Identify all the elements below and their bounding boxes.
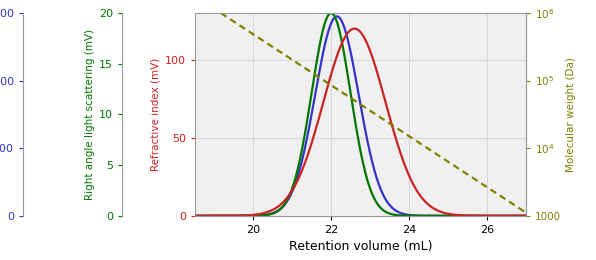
Y-axis label: Refractive index (mV): Refractive index (mV) bbox=[151, 58, 161, 171]
Y-axis label: Right angle light scattering (mV): Right angle light scattering (mV) bbox=[85, 29, 95, 200]
X-axis label: Retention volume (mL): Retention volume (mL) bbox=[288, 240, 432, 253]
Y-axis label: Molecular weight (Da): Molecular weight (Da) bbox=[566, 57, 576, 172]
